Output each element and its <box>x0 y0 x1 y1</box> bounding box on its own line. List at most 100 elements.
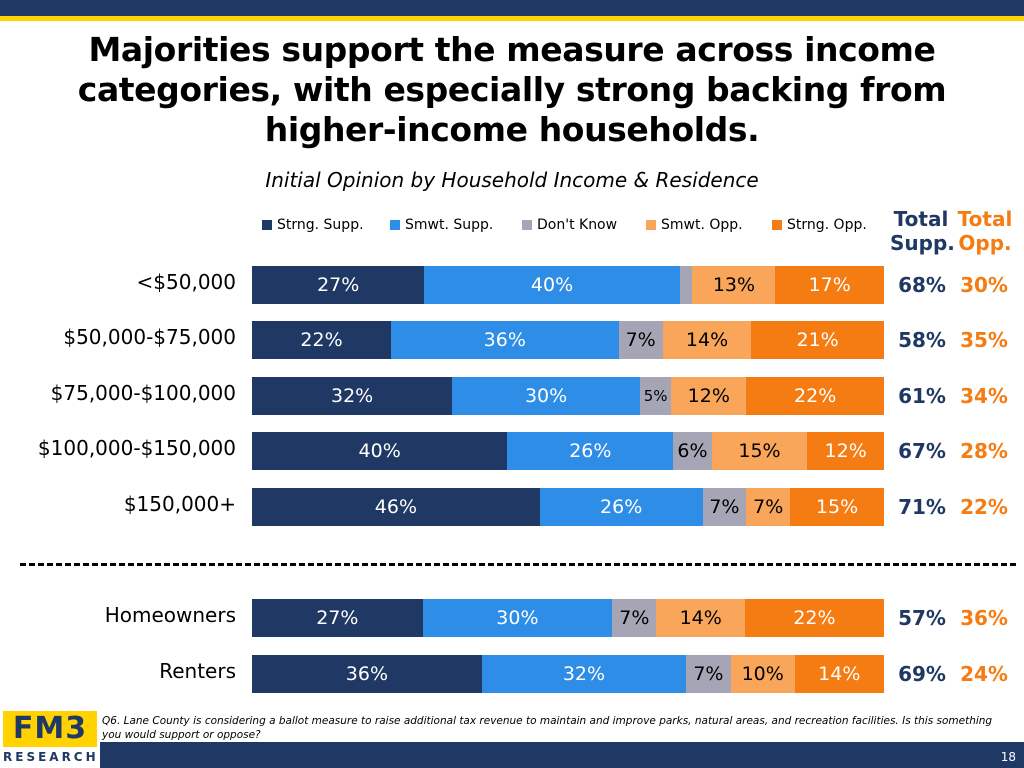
bar-segment-dont-know <box>679 266 693 304</box>
bar-segment-dont-know: 7% <box>612 599 657 637</box>
data-label: 32% <box>562 663 606 685</box>
bar-segment-strong-oppose: 17% <box>775 266 884 304</box>
legend-item-strong-oppose: Strng. Opp. <box>772 217 867 233</box>
total-support-value: 71% <box>898 495 946 519</box>
row-label: <$50,000 <box>136 270 236 294</box>
row-label: Homeowners <box>104 603 236 627</box>
data-label: 7% <box>693 663 724 685</box>
data-label: 17% <box>808 274 851 296</box>
bar-segment-strong-support: 46% <box>252 488 540 526</box>
bar-segment-strong-support: 27% <box>252 599 423 637</box>
bar-segment-somewhat-oppose: 14% <box>662 321 752 359</box>
total-oppose-header: Total Opp. <box>957 207 1013 255</box>
row-label: Renters <box>159 659 236 683</box>
bar-segment-somewhat-oppose: 13% <box>692 266 776 304</box>
legend-swatch-somewhat-support <box>390 220 400 230</box>
stacked-bar: 46% 26% 7% 7% 15% <box>252 488 884 526</box>
stacked-bar: 22% 36% 7% 14% 21% <box>252 321 884 359</box>
bar-segment-strong-oppose: 22% <box>746 377 884 415</box>
data-label: 13% <box>712 274 756 296</box>
legend-label: Strng. Supp. <box>277 217 364 233</box>
data-label: 22% <box>794 385 837 407</box>
fm3-logo: FM3 RESEARCH <box>0 707 100 768</box>
legend-item-dont-know: Don't Know <box>522 217 617 233</box>
bar-segment-somewhat-support: 30% <box>422 599 613 637</box>
bar-segment-dont-know: 5% <box>639 377 672 415</box>
data-label: 46% <box>374 496 418 518</box>
total-support-value: 58% <box>898 328 946 352</box>
row-label: $100,000-$150,000 <box>37 436 236 460</box>
data-label: 14% <box>685 329 729 351</box>
bar-segment-strong-oppose: 14% <box>794 655 884 693</box>
data-label: 22% <box>300 329 343 351</box>
bar-segment-strong-oppose: 12% <box>807 432 884 470</box>
bar-segment-strong-oppose: 15% <box>790 488 884 526</box>
bar-segment-strong-support: 27% <box>252 266 425 304</box>
legend-item-somewhat-oppose: Smwt. Opp. <box>646 217 743 233</box>
total-oppose-value: 22% <box>960 495 1008 519</box>
stacked-bar: 27% 30% 7% 14% 22% <box>252 599 884 637</box>
bar-segment-dont-know: 7% <box>702 488 747 526</box>
data-label: 21% <box>796 329 839 351</box>
page-number: 18 <box>1000 750 1016 764</box>
data-label: 10% <box>741 663 784 685</box>
bar-segment-somewhat-support: 26% <box>507 432 674 470</box>
stacked-bar: 27% 40% 13% 17% <box>252 266 884 304</box>
stacked-bar: 40% 26% 6% 15% 12% <box>252 432 884 470</box>
data-label: 30% <box>524 385 568 407</box>
bar-segment-somewhat-oppose: 10% <box>730 655 795 693</box>
logo-wordmark: FM3 <box>3 711 97 747</box>
data-label: 12% <box>687 385 730 407</box>
bar-segment-somewhat-support: 26% <box>539 488 703 526</box>
legend-item-somewhat-support: Smwt. Supp. <box>390 217 493 233</box>
top-banner <box>0 0 1024 16</box>
data-label: 30% <box>496 607 539 629</box>
data-label: 40% <box>530 274 574 296</box>
data-label: 40% <box>358 440 401 462</box>
legend-label: Don't Know <box>537 217 618 233</box>
total-support-value: 69% <box>898 662 946 686</box>
bar-segment-strong-support: 36% <box>252 655 482 693</box>
bar-segment-somewhat-support: 32% <box>481 655 687 693</box>
data-label: 5% <box>643 387 668 405</box>
stacked-bar: 36% 32% 7% 10% 14% <box>252 655 884 693</box>
total-oppose-value: 36% <box>960 606 1008 630</box>
data-label: 7% <box>625 329 656 351</box>
data-label: 32% <box>331 385 374 407</box>
bar-segment-somewhat-oppose: 7% <box>746 488 791 526</box>
total-oppose-value: 30% <box>960 273 1008 297</box>
data-label: 26% <box>600 496 643 518</box>
top-accent-stripe <box>0 16 1024 21</box>
bar-segment-dont-know: 6% <box>673 432 712 470</box>
data-label: 6% <box>677 440 708 462</box>
data-label: 14% <box>679 607 722 629</box>
bar-segment-somewhat-support: 30% <box>452 377 640 415</box>
total-oppose-value: 34% <box>960 384 1008 408</box>
data-label: 7% <box>753 496 784 518</box>
total-support-value: 67% <box>898 439 946 463</box>
bar-segment-dont-know: 7% <box>618 321 663 359</box>
bar-segment-dont-know: 7% <box>686 655 731 693</box>
bottom-banner <box>0 742 1024 768</box>
data-label: 14% <box>818 663 861 685</box>
row-label: $50,000-$75,000 <box>63 325 236 349</box>
slide-title: Majorities support the measure across in… <box>77 30 947 149</box>
data-label: 36% <box>345 663 389 685</box>
bar-segment-somewhat-oppose: 12% <box>671 377 747 415</box>
total-support-header: Total Supp. <box>890 207 955 255</box>
legend-swatch-somewhat-oppose <box>646 220 656 230</box>
chart-subtitle: Initial Opinion by Household Income & Re… <box>265 168 759 192</box>
logo-subtext: RESEARCH <box>3 750 99 764</box>
bar-segment-strong-support: 40% <box>252 432 508 470</box>
data-label: 27% <box>317 274 360 296</box>
legend-label: Smwt. Opp. <box>661 217 743 233</box>
legend-swatch-strong-oppose <box>772 220 782 230</box>
legend-label: Strng. Opp. <box>787 217 867 233</box>
total-oppose-value: 28% <box>960 439 1008 463</box>
total-oppose-value: 24% <box>960 662 1008 686</box>
total-support-value: 68% <box>898 273 946 297</box>
row-label: $150,000+ <box>123 492 236 516</box>
data-label: 7% <box>709 496 740 518</box>
data-label: 36% <box>483 329 526 351</box>
data-label: 12% <box>824 440 867 462</box>
